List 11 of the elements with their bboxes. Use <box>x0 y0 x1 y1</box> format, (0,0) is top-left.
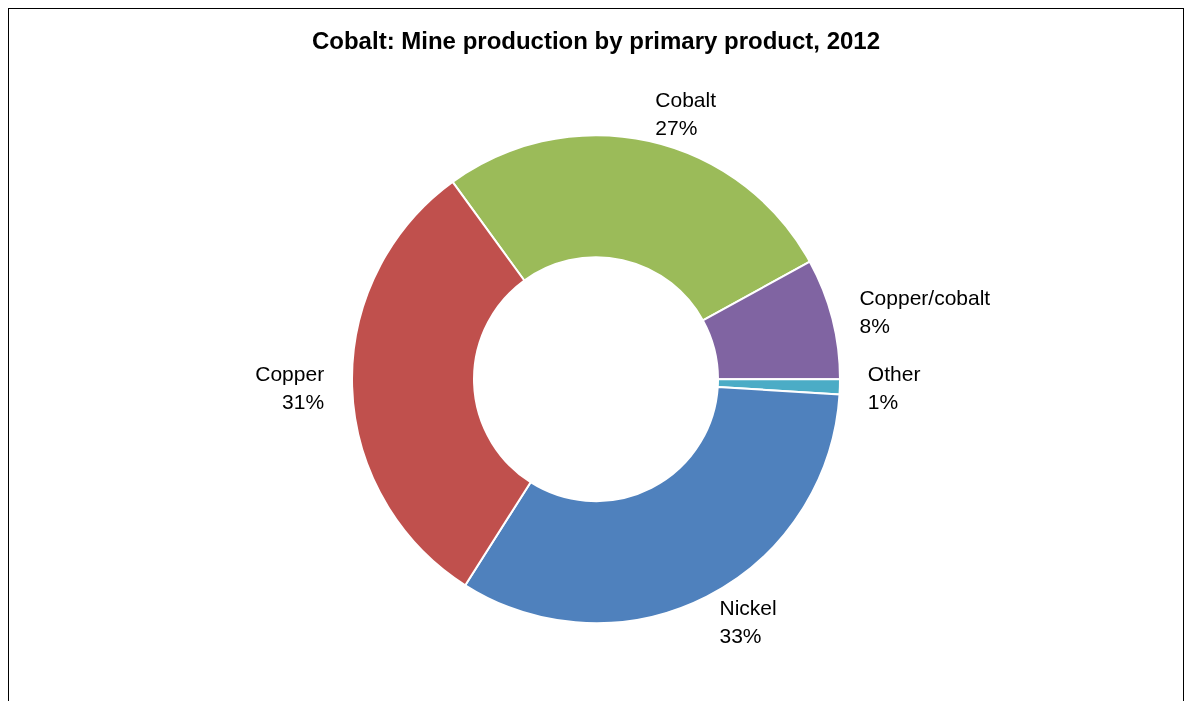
data-label: 27% <box>655 116 698 140</box>
slice-label: Cobalt <box>655 88 717 112</box>
data-label: 31% <box>282 390 325 414</box>
data-label: 1% <box>867 390 899 414</box>
chart-title: Cobalt: Mine production by primary product, 2012 <box>311 26 881 54</box>
slice-label: Nickel <box>719 596 777 620</box>
data-label: 8% <box>859 314 890 338</box>
data-label: 33% <box>719 624 762 648</box>
slice-label: Copper <box>255 362 325 386</box>
slice-label: Other <box>867 362 921 386</box>
slice-label: Copper/cobalt <box>859 286 991 310</box>
